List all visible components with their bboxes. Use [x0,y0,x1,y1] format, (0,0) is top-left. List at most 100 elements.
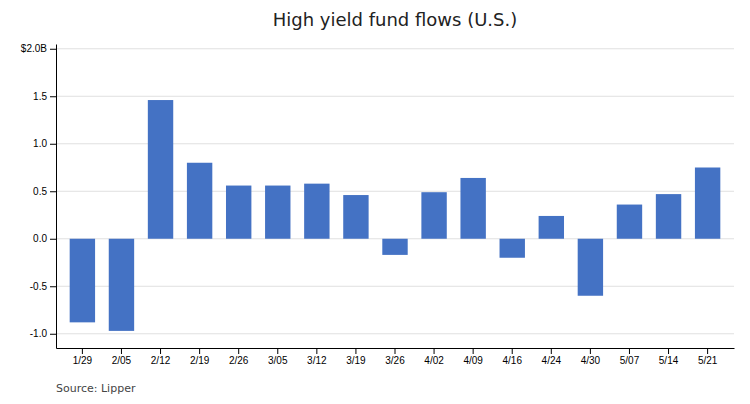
y-tick-label: 1.0 [33,138,47,149]
x-tick-mark [199,348,200,354]
x-tick: 3/05 [268,348,288,366]
x-tick: 1/29 [73,348,93,366]
x-tick-mark [160,348,161,354]
bar [343,195,368,239]
x-tick-mark [316,348,317,354]
y-tick: -1.0 [30,328,56,339]
x-tick: 3/26 [385,348,405,366]
x-tick-label: 4/24 [542,355,562,366]
x-tick-label: 3/12 [307,355,327,366]
x-tick-label: 3/05 [268,355,288,366]
y-tick: 1.5 [33,91,56,102]
x-tick-label: 5/07 [620,355,640,366]
x-tick-label: 2/12 [151,355,171,366]
x-tick-label: 4/30 [581,355,601,366]
y-tick-label: 0.0 [33,233,47,244]
x-tick-label: 5/14 [659,355,679,366]
bar [617,205,642,239]
x-tick-label: 4/02 [424,355,444,366]
x-tick-label: 3/19 [346,355,366,366]
bar [70,239,95,323]
x-tick: 3/12 [307,348,327,366]
x-tick-mark [629,348,630,354]
bar [109,239,134,331]
x-tick: 4/02 [424,348,444,366]
y-tick: 0.5 [33,186,56,197]
y-tick-label: -1.0 [30,328,48,339]
bar [460,178,485,239]
chart-container: High yield fund flows (U.S.) -1.0 -0.5 0.0 0… [0,0,750,404]
x-tick: 2/19 [190,348,210,366]
bar [656,194,681,239]
y-tick-mark [50,191,56,192]
x-tick-label: 2/19 [190,355,210,366]
x-tick: 5/14 [659,348,679,366]
y-tick-label: -0.5 [30,281,48,292]
y-tick-label: 1.5 [33,91,47,102]
x-tick: 2/05 [112,348,132,366]
bar [265,186,290,239]
x-tick: 5/21 [698,348,718,366]
x-tick-mark [395,348,396,354]
x-tick: 3/19 [346,348,366,366]
y-tick-mark [50,144,56,145]
x-tick: 4/30 [581,348,601,366]
bar [187,163,212,239]
bar [539,216,564,239]
x-tick-mark [551,348,552,354]
plot-area: -1.0 -0.5 0.0 0.5 1.0 1.5 $2.0B 1/29 2/05 2/12 2/1… [21,43,735,366]
bar [148,100,173,239]
y-tick-label: 0.5 [33,186,47,197]
chart-title: High yield fund flows (U.S.) [273,9,518,30]
x-tick-mark [434,348,435,354]
bar [578,239,603,296]
x-tick-label: 4/09 [463,355,483,366]
y-tick-mark [50,286,56,287]
x-tick-mark [82,348,83,354]
x-tick: 4/16 [502,348,522,366]
y-tick: 1.0 [33,138,56,149]
y-tick: 0.0 [33,233,56,244]
y-tick-mark [50,49,56,50]
x-tick-mark [238,348,239,354]
x-tick-mark [121,348,122,354]
grid [56,49,734,334]
grid-line [56,286,734,287]
bar [304,184,329,239]
x-axis: 1/29 2/05 2/12 2/19 2/26 3/05 3/12 3/19 3/26 4/02… [57,348,735,366]
x-tick-label: 3/26 [385,355,405,366]
x-tick: 4/24 [542,348,562,366]
x-tick: 5/07 [620,348,640,366]
x-tick-mark [512,348,513,354]
source-note: Source: Lipper [56,382,136,395]
grid-line [56,48,734,49]
chart-svg: High yield fund flows (U.S.) -1.0 -0.5 0.0 0… [0,0,750,404]
bars [70,100,721,331]
bar [382,239,407,255]
y-tick-mark [50,334,56,335]
x-tick-mark [668,348,669,354]
x-tick: 4/09 [463,348,483,366]
bar [421,192,446,239]
x-tick-label: 5/21 [698,355,718,366]
x-tick-mark [277,348,278,354]
y-axis: -1.0 -0.5 0.0 0.5 1.0 1.5 $2.0B [21,43,57,348]
bar [226,186,251,239]
y-tick-mark [50,96,56,97]
x-tick-label: 1/29 [73,355,93,366]
y-axis-line [56,45,57,349]
x-tick-mark [473,348,474,354]
grid-line [56,96,734,97]
x-tick-label: 2/05 [112,355,132,366]
x-tick-mark [590,348,591,354]
x-tick-label: 4/16 [502,355,522,366]
y-tick: -0.5 [30,281,56,292]
x-tick: 2/26 [229,348,249,366]
x-tick-mark [707,348,708,354]
y-tick-mark [50,239,56,240]
bar [695,168,720,239]
bar [500,239,525,258]
y-tick-label: $2.0B [21,43,47,54]
y-tick: $2.0B [21,43,56,54]
x-tick-label: 2/26 [229,355,249,366]
